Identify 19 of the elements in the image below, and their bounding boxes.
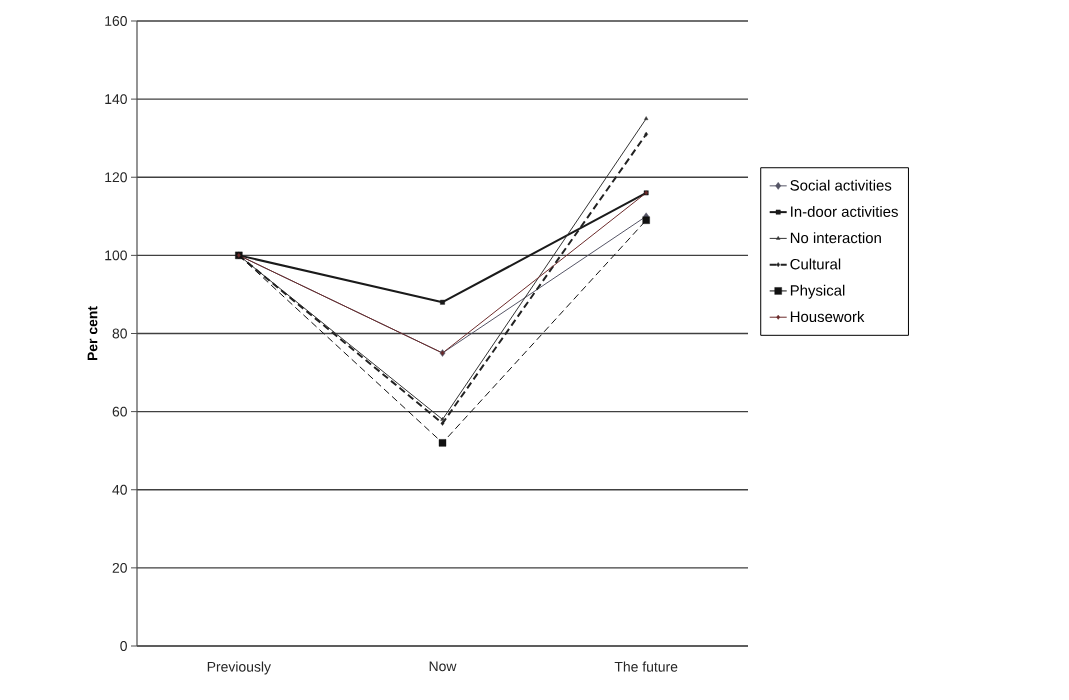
legend-label: Cultural <box>790 258 841 270</box>
y-tick-label: 40 <box>112 484 127 495</box>
legend-label: In-door activities <box>791 205 898 217</box>
y-tick-label: 160 <box>105 16 127 26</box>
x-tick-label: Now <box>429 661 457 672</box>
y-tick-label: 20 <box>112 562 127 573</box>
y-tick-label: 140 <box>105 94 127 105</box>
y-tick-label: 120 <box>105 172 127 183</box>
y-tick-label: 100 <box>105 250 127 261</box>
legend-label: Housework <box>790 311 865 323</box>
legend-label: No interaction <box>790 232 881 244</box>
y-tick-label: 80 <box>112 328 127 339</box>
legend-label: Physical <box>790 284 845 299</box>
legend-label: Social activities <box>790 179 892 191</box>
x-tick-label: The future <box>614 661 678 672</box>
x-tick-label: Previously <box>207 661 271 675</box>
y-tick-label: 60 <box>112 406 127 417</box>
y-tick-label: 0 <box>120 641 127 651</box>
y-axis-title: Per cent <box>87 306 98 361</box>
